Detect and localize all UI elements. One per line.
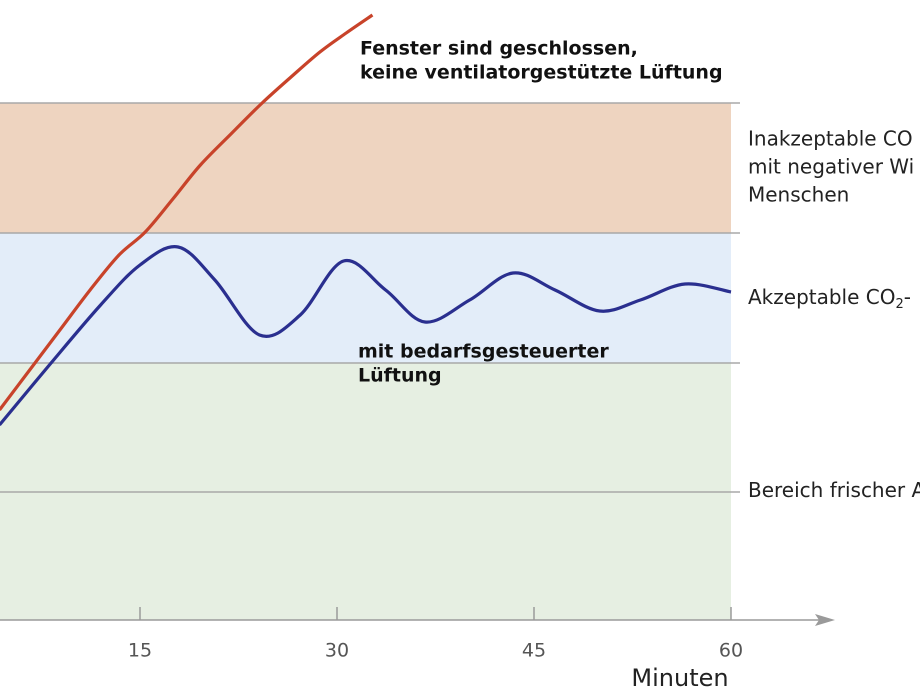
band xyxy=(0,233,731,363)
band-label: Akzeptable CO2- xyxy=(748,285,911,312)
band-label: Menschen xyxy=(748,183,849,207)
band-label: Bereich frischer A xyxy=(748,478,920,502)
band-label-text: Akzeptable CO xyxy=(748,285,895,309)
x-axis-arrow xyxy=(815,614,835,626)
band xyxy=(0,103,731,233)
line xyxy=(0,13,374,411)
line xyxy=(0,245,732,427)
x-tick-label: 60 xyxy=(719,640,743,662)
band-label-sub: 2 xyxy=(895,297,903,312)
band-label: mit negativer Wi xyxy=(748,155,914,179)
series-label: Fenster sind geschlossen, xyxy=(360,38,638,60)
x-tick-label: 30 xyxy=(325,640,349,662)
series-label: keine ventilatorgestützte Lüftung xyxy=(360,62,723,84)
x-axis-title: Minuten xyxy=(631,664,728,690)
band-label-tail: - xyxy=(904,285,911,309)
series-label: Lüftung xyxy=(358,365,442,387)
series-label: mit bedarfsgesteuerter xyxy=(358,341,609,363)
x-tick-label: 15 xyxy=(128,640,152,662)
band-label: Inakzeptable CO xyxy=(748,127,913,151)
x-tick-label: 45 xyxy=(522,640,546,662)
